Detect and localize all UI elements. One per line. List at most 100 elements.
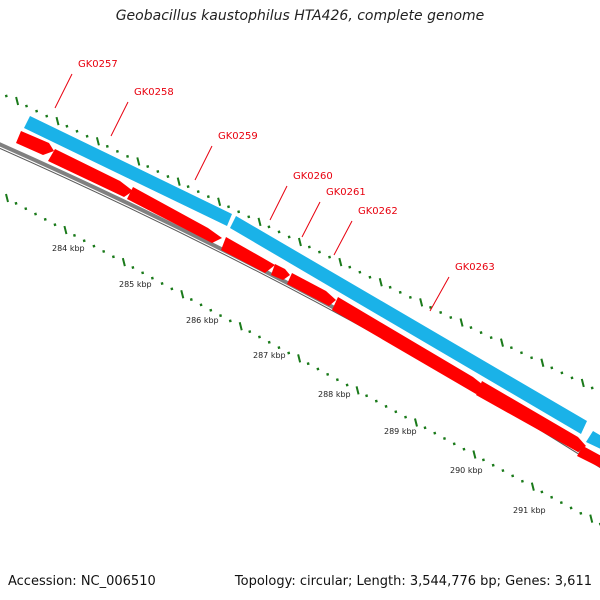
outer-minor-tick	[247, 215, 251, 219]
outer-minor-tick	[156, 170, 160, 173]
callout-line-gk0261	[301, 201, 321, 238]
inner-minor-tick	[189, 298, 193, 302]
inner-minor-tick	[491, 463, 495, 467]
outer-minor-tick	[469, 326, 473, 330]
callout-line-gk0258	[110, 101, 129, 137]
reverse-gene-arrow-6[interactable]	[287, 273, 336, 306]
accession-text: Accession: NC_006510	[8, 574, 156, 589]
gene-label-gk0262[interactable]: GK0262	[358, 206, 398, 217]
outer-minor-tick	[227, 205, 231, 209]
gene-label-gk0259[interactable]: GK0259	[218, 131, 258, 142]
inner-minor-tick	[316, 367, 320, 371]
inner-minor-tick	[501, 469, 505, 473]
inner-minor-tick	[345, 383, 349, 387]
outer-minor-tick	[590, 386, 594, 390]
inner-minor-tick	[92, 244, 96, 248]
outer-minor-tick	[408, 295, 412, 299]
outer-minor-tick	[317, 250, 321, 254]
outer-minor-tick	[4, 94, 8, 98]
map-title: Geobacillus kaustophilus HTA426, complet…	[115, 8, 485, 24]
outer-minor-tick	[368, 275, 372, 279]
inner-minor-tick	[374, 399, 378, 403]
outer-major-tick	[338, 257, 343, 267]
reverse-gene-arrow-9[interactable]	[577, 446, 600, 470]
inner-minor-tick	[150, 276, 154, 280]
scale-label-285-kbp: 285 kbp	[119, 280, 152, 289]
outer-major-tick	[55, 116, 60, 126]
inner-minor-tick	[335, 378, 339, 382]
outer-minor-tick	[166, 175, 170, 179]
gene-label-gk0263[interactable]: GK0263	[455, 262, 495, 273]
inner-major-tick	[238, 322, 243, 331]
outer-minor-tick	[206, 195, 210, 199]
scale-label-288-kbp: 288 kbp	[318, 390, 351, 399]
inner-minor-tick	[277, 346, 281, 350]
inner-minor-tick	[550, 495, 554, 499]
gene-label-gk0257[interactable]: GK0257	[78, 59, 118, 70]
reverse-gene-arrow-2[interactable]	[48, 149, 133, 197]
outer-minor-tick	[398, 290, 402, 294]
inner-minor-tick	[170, 287, 174, 291]
inner-minor-tick	[404, 415, 408, 419]
reverse-gene-arrow-5[interactable]	[271, 264, 290, 280]
forward-gene-block-3[interactable]	[586, 431, 600, 451]
outer-minor-tick	[287, 235, 291, 239]
inner-minor-tick	[14, 201, 18, 205]
inner-minor-tick	[258, 335, 261, 339]
inner-minor-tick	[579, 511, 583, 515]
inner-minor-tick	[34, 212, 37, 216]
scale-label-287-kbp: 287 kbp	[253, 351, 286, 360]
reverse-gene-arrow-3[interactable]	[127, 187, 222, 243]
outer-minor-tick	[509, 346, 513, 350]
outer-minor-tick	[358, 270, 362, 274]
inner-minor-tick	[384, 404, 388, 408]
backbone-shadow	[0, 147, 600, 469]
outer-minor-tick	[126, 154, 129, 158]
inner-minor-tick	[53, 223, 57, 227]
gene-label-gk0261[interactable]: GK0261	[326, 187, 366, 198]
scale-label-290-kbp: 290 kbp	[450, 466, 483, 475]
inner-major-tick	[121, 257, 126, 267]
inner-minor-tick	[131, 265, 135, 269]
scale-label-291-kbp: 291 kbp	[513, 506, 546, 515]
outer-minor-tick	[429, 305, 433, 309]
outer-minor-tick	[570, 376, 574, 380]
inner-minor-tick	[82, 239, 86, 243]
inner-minor-tick	[520, 479, 524, 483]
outer-major-tick	[378, 278, 383, 287]
outer-major-tick	[15, 96, 20, 106]
outer-minor-tick	[105, 144, 109, 148]
reverse-gene-arrow-1[interactable]	[16, 131, 54, 155]
inner-minor-tick	[443, 437, 446, 440]
inner-major-tick	[355, 386, 360, 395]
forward-gene-block-2[interactable]	[230, 216, 587, 434]
outer-minor-tick	[65, 124, 69, 128]
forward-gene-block-1[interactable]	[24, 116, 232, 226]
outer-tick-row	[4, 94, 594, 390]
inner-minor-tick	[452, 442, 456, 446]
outer-major-tick	[136, 157, 141, 166]
outer-minor-tick	[237, 210, 241, 214]
inner-minor-tick	[248, 330, 252, 334]
scale-label-289-kbp: 289 kbp	[384, 427, 417, 436]
gene-label-gk0260[interactable]: GK0260	[293, 171, 333, 182]
reverse-gene-arrow-4[interactable]	[221, 237, 275, 273]
outer-minor-tick	[328, 255, 332, 259]
inner-minor-tick	[219, 314, 222, 318]
outer-minor-tick	[449, 316, 453, 319]
outer-major-tick	[95, 137, 100, 146]
reverse-strand	[16, 131, 600, 470]
outer-major-tick	[257, 217, 262, 227]
outer-major-tick	[500, 338, 504, 347]
inner-tick-row	[5, 193, 600, 526]
inner-major-tick	[180, 289, 185, 299]
outer-minor-tick	[35, 109, 39, 113]
inner-minor-tick	[209, 308, 213, 312]
reverse-gene-arrow-7[interactable]	[332, 297, 487, 394]
outer-minor-tick	[267, 225, 271, 229]
reverse-gene-arrow-8[interactable]	[476, 381, 586, 452]
inner-minor-tick	[462, 447, 466, 451]
gene-label-gk0258[interactable]: GK0258	[134, 87, 174, 98]
inner-major-tick	[5, 193, 9, 203]
scale-label-284-kbp: 284 kbp	[52, 244, 85, 253]
